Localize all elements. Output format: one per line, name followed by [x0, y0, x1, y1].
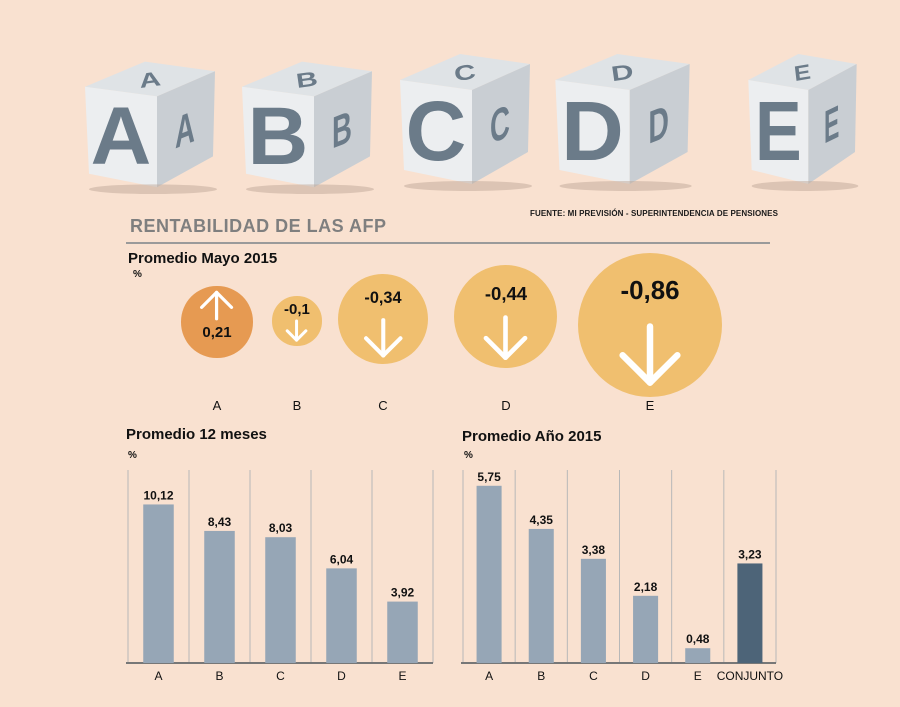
down-arrow-icon: [363, 317, 403, 358]
bar-e: [685, 648, 711, 663]
bar-category-label: CONJUNTO: [717, 669, 783, 683]
bubble-category-label: B: [292, 398, 302, 413]
bar-value-label: 3,92: [391, 586, 415, 600]
cube-front-letter: E: [755, 85, 802, 178]
bubble-b: -0,1: [272, 296, 322, 346]
bar-a: [143, 504, 174, 663]
twelve-month-unit: %: [128, 450, 137, 461]
bubble-value: -0,86: [620, 277, 680, 306]
bar-value-label: 0,48: [686, 632, 710, 646]
bar-conjunto: [737, 563, 763, 663]
bubble-a: 0,21: [181, 286, 253, 358]
bar-a: [476, 485, 502, 663]
bar-c: [580, 558, 606, 663]
bar-category-label: A: [154, 669, 162, 683]
may-unit: %: [133, 269, 142, 280]
bubble-e: -0,86: [578, 253, 722, 397]
cube-top-letter: E: [793, 59, 812, 85]
bar-category-label: B: [215, 669, 223, 683]
bubble-category-label: D: [501, 398, 511, 413]
cube-top-letter: C: [453, 61, 478, 87]
cube-side-letter: A: [175, 102, 195, 159]
down-arrow-icon: [619, 323, 681, 386]
bubble-d: -0,44: [454, 265, 558, 369]
bar-value-label: 8,43: [208, 515, 232, 529]
bar-category-label: C: [589, 669, 598, 683]
twelve-month-chart-title: Promedio 12 meses: [126, 426, 267, 443]
cube-top-letter: D: [610, 59, 636, 86]
bubble-c: -0,34: [337, 273, 429, 365]
bar-category-label: E: [694, 669, 702, 683]
bar-value-label: 10,12: [143, 488, 173, 502]
bar-category-label: B: [537, 669, 545, 683]
title-divider: [126, 242, 770, 244]
cube-side-letter: C: [490, 96, 510, 155]
down-arrow-icon: [484, 315, 528, 361]
bar-value-label: 3,38: [582, 543, 606, 557]
cube-side-letter: D: [648, 96, 669, 155]
bar-category-label: D: [337, 669, 346, 683]
year-unit: %: [464, 450, 473, 461]
down-arrow-icon: [286, 319, 308, 343]
page-title: RENTABILIDAD DE LAS AFP: [130, 216, 387, 236]
bar-d: [633, 595, 659, 663]
source-note: FUENTE: MI PREVISIÓN - SUPERINTENDENCIA …: [530, 209, 779, 218]
cube-front-letter: C: [406, 84, 467, 178]
bar-b: [528, 528, 554, 663]
cube-front-letter: B: [248, 90, 309, 181]
year-chart-title: Promedio Año 2015: [462, 428, 602, 445]
bar-value-label: 5,75: [477, 470, 501, 484]
bubble-category-label: C: [378, 398, 388, 413]
cube-top-letter: B: [295, 68, 320, 93]
bar-e: [387, 601, 418, 663]
bar-d: [326, 568, 357, 663]
cube-side-letter: E: [824, 94, 839, 153]
bar-c: [265, 537, 296, 663]
bar-value-label: 6,04: [330, 552, 354, 566]
bar-value-label: 4,35: [530, 513, 554, 527]
bar-category-label: A: [485, 669, 493, 683]
bar-category-label: C: [276, 669, 285, 683]
cube-front-letter: D: [561, 85, 624, 178]
up-arrow-icon: [200, 291, 234, 321]
cube-front-letter: A: [91, 90, 152, 181]
twelve-month-bar-chart: 10,12 A 8,43 B 8,03 C 6,04 D 3,92 E: [126, 470, 434, 683]
bar-value-label: 3,23: [738, 547, 762, 561]
year-bar-chart: 5,75 A 4,35 B 3,38 C 2,18 D 0,48 E 3,23 CONJUNTO: [461, 470, 783, 683]
bar-value-label: 8,03: [269, 521, 293, 535]
cube-side-letter: B: [332, 102, 352, 159]
bar-category-label: D: [641, 669, 650, 683]
bar-category-label: E: [398, 669, 406, 683]
bubble-value: -0,44: [484, 282, 528, 304]
bubble-category-label: E: [645, 398, 655, 413]
bubble-value: -0,1: [284, 300, 310, 318]
bubble-category-label: A: [212, 398, 222, 413]
bubble-value: 0,21: [202, 323, 232, 341]
bubble-value: -0,34: [364, 288, 402, 307]
cube-top-letter: A: [138, 68, 163, 93]
bar-value-label: 2,18: [634, 580, 658, 594]
may-chart-title: Promedio Mayo 2015: [128, 250, 278, 267]
bar-b: [204, 530, 235, 663]
